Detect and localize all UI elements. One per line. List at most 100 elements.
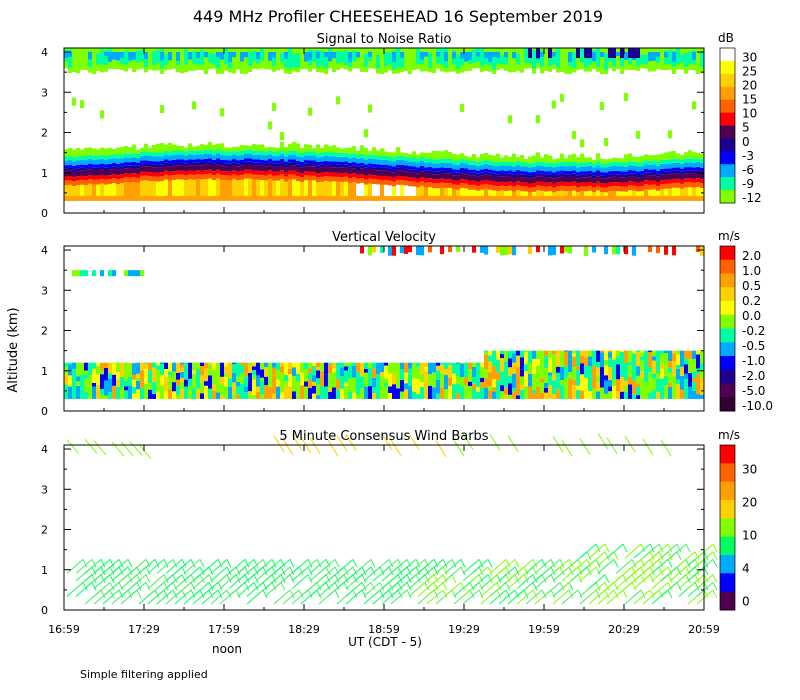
heat-cell [488,372,492,387]
heat-cell [524,182,528,187]
heat-cell [148,383,152,390]
heat-cell [392,181,396,187]
heat-cell [160,390,164,399]
heat-cell [424,167,428,171]
heat-cell [576,385,580,390]
heat-cell [320,161,324,165]
heat-cell [256,391,260,399]
heat-cell [440,182,444,188]
heat-cell [624,166,628,172]
heat-cell [280,170,284,175]
heat-cell [656,154,660,162]
heat-cell [340,156,344,162]
heat-cell [260,362,264,370]
heat-cell [416,154,420,159]
heat-cell [164,369,168,377]
heat-cell [324,166,328,173]
colorbar-label: -2.0 [742,369,765,383]
heat-cell [292,367,296,377]
heat-cell [148,180,152,197]
heat-cell [688,51,692,64]
heat-cell [612,182,616,187]
heat-cell [212,159,216,164]
heat-cell [592,365,596,375]
heat-cell [288,143,292,151]
heat-cell [540,382,544,393]
heat-cell [628,165,632,171]
heat-cell [576,48,580,71]
heat-cell [664,52,668,58]
heat-cell [276,147,280,152]
heat-cell [640,177,644,183]
heat-cell [532,393,536,399]
heat-cell [356,385,360,395]
wind-barb-flag [415,574,421,583]
wind-barb-flag [136,574,142,583]
heat-cell [260,163,264,166]
heat-cell [500,371,504,386]
wind-barb [516,559,534,574]
wind-barb [516,589,534,605]
heat-cell [464,385,468,399]
heat-cell [240,373,244,384]
heat-cell [484,354,488,370]
wind-barb-flag [163,589,169,599]
heat-cell [476,157,480,162]
heat-cell [172,171,176,176]
heat-cell [136,270,140,277]
heat-cell [692,52,696,60]
heat-cell [472,169,476,173]
heat-cell [288,369,292,375]
heat-cell [144,155,148,161]
heat-cell [632,173,636,177]
heat-cell [200,165,204,171]
heat-cell [468,180,472,185]
heat-cell [224,175,228,181]
wind-barb-flag [343,574,349,583]
wind-barb-flag [676,543,682,553]
wind-barb-flag [235,574,241,583]
wind-barb-flag [253,574,259,583]
heat-cell [448,377,452,386]
wind-barb-flag [478,589,484,599]
heat-cell [568,378,572,390]
colorbar-label: 15 [742,93,757,107]
heat-cell [392,152,396,158]
heat-cell [408,386,412,399]
heat-cell [236,155,240,161]
heat-cell [160,181,164,197]
heat-cell [508,383,512,395]
wind-barb [273,435,285,452]
heat-cell [664,375,668,386]
heat-cell [656,161,660,166]
heat-cell [504,361,508,374]
heat-cell [552,167,556,173]
heat-cell [632,192,636,201]
heat-cell [140,155,144,161]
heat-cell [452,191,456,201]
heat-cell [400,170,404,177]
heat-cell [516,173,520,176]
wind-barb-flag [604,574,610,583]
heat-cell [312,393,316,399]
heat-cell [652,360,656,374]
wind-barb [147,559,165,574]
heat-cell [92,382,96,387]
heat-cell [576,358,580,367]
heat-cell [688,178,692,183]
heat-cell [220,179,224,197]
wind-barb-flag [361,582,367,591]
heat-cell [636,156,640,163]
heat-cell [252,370,256,376]
heat-cell [552,194,556,201]
heat-cell [648,189,652,197]
heat-cell [140,163,144,167]
heat-cell [156,176,160,182]
heat-cell [72,181,76,187]
heat-cell [652,175,656,181]
wind-barb [498,566,516,582]
y-tick-label: 3 [41,483,48,496]
heat-cell [148,155,152,161]
heat-cell [356,163,360,167]
heat-cell [624,171,628,175]
